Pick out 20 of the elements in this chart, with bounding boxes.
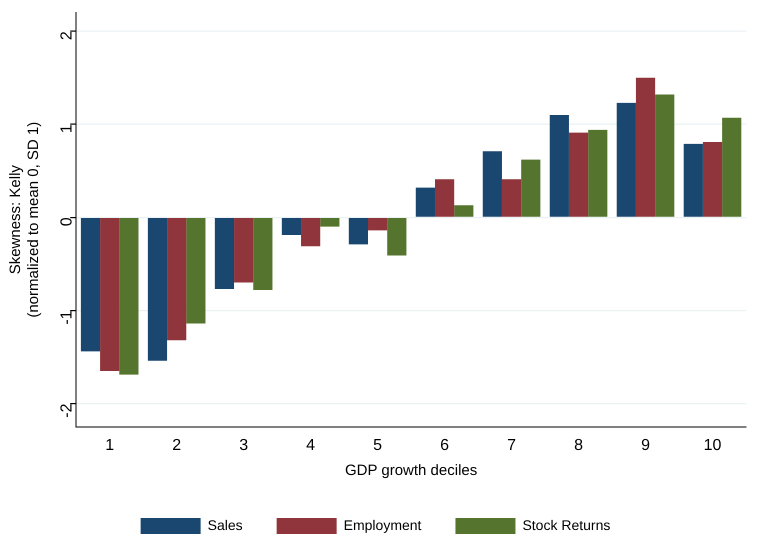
y-tick-label: -2 xyxy=(58,403,76,418)
legend-label: Sales xyxy=(208,516,243,533)
x-tick-label: 2 xyxy=(172,436,182,454)
x-axis-title: GDP growth deciles xyxy=(344,462,478,480)
y-axis-title: Skewness: Kelly (normalized to mean 0, SD 1) xyxy=(7,122,42,318)
y-tick-label: 1 xyxy=(58,124,76,134)
x-tick-label: 10 xyxy=(704,436,722,454)
x-tick-label: 3 xyxy=(239,436,248,454)
x-tick-label: 4 xyxy=(306,436,316,454)
x-tick-label: 7 xyxy=(507,436,516,454)
legend-label: Employment xyxy=(344,516,422,533)
x-tick-label: 5 xyxy=(373,436,382,454)
x-tick-label: 8 xyxy=(574,436,584,454)
x-tick-label: 1 xyxy=(105,436,114,454)
y-tick-label: 0 xyxy=(58,217,76,226)
y-tick-label: 2 xyxy=(58,31,76,40)
y-tick-label: -1 xyxy=(58,310,76,325)
x-tick-label: 9 xyxy=(641,436,650,454)
x-tick-label: 6 xyxy=(440,436,450,454)
legend-label: Stock Returns xyxy=(522,516,610,533)
